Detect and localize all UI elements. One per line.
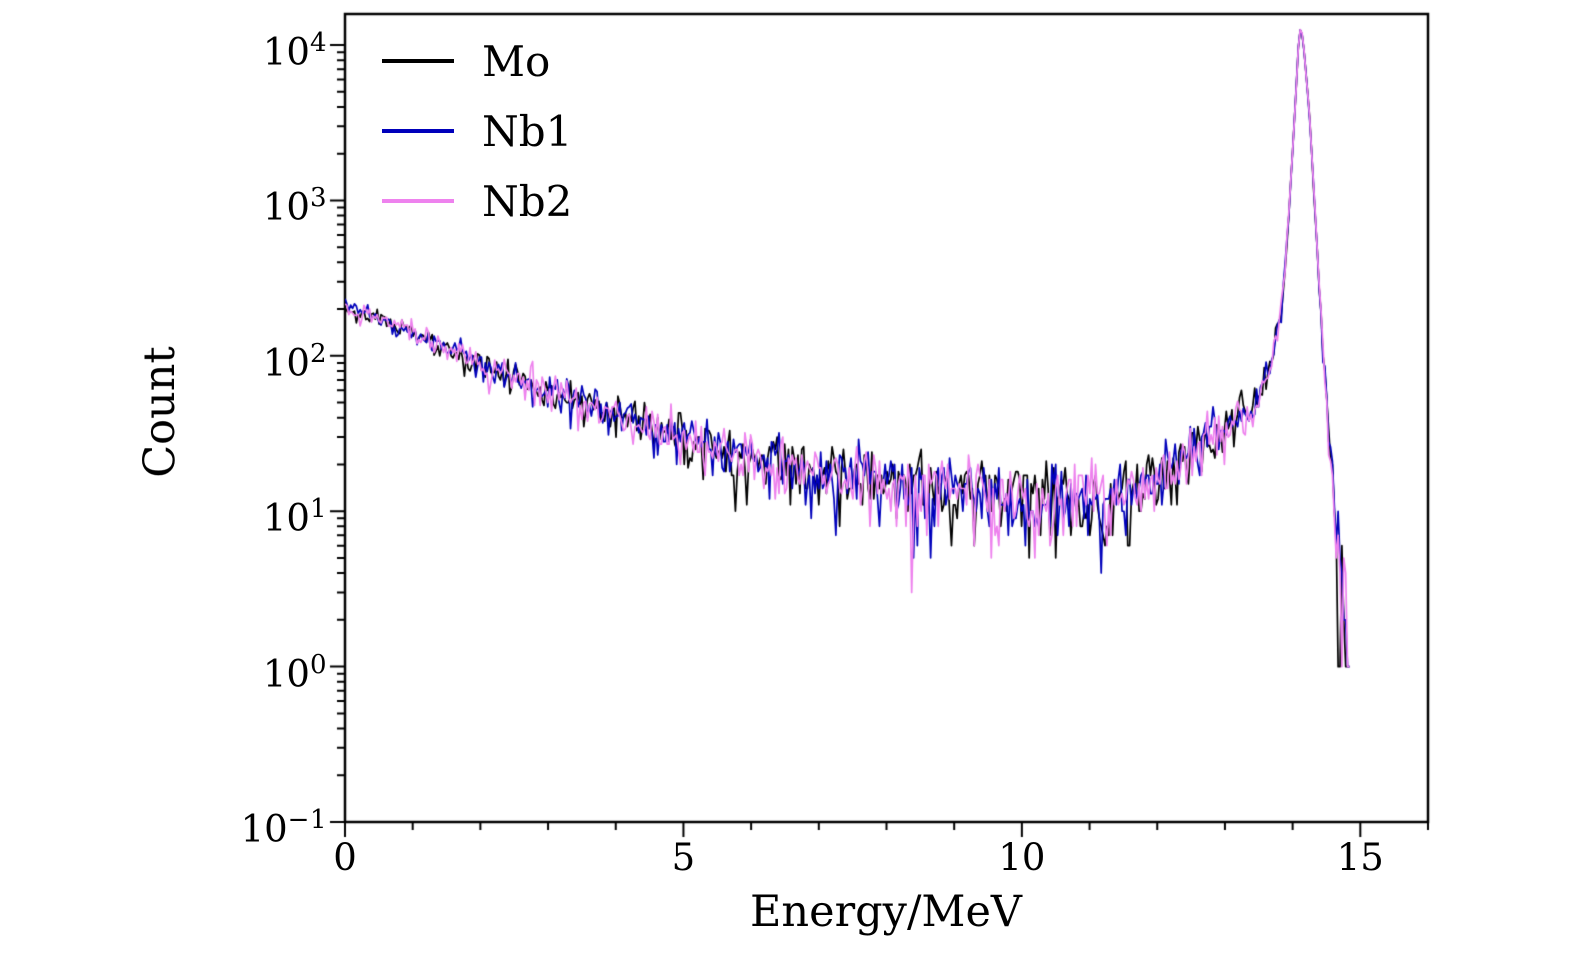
legend-label-mo: Mo [482, 36, 551, 86]
legend-item-mo: Mo [382, 26, 572, 96]
legend-label-nb1: Nb1 [482, 106, 573, 156]
legend-item-nb1: Nb1 [382, 96, 572, 166]
legend-line-swatch-mo [382, 59, 454, 63]
x-tick-label: 5 [671, 836, 696, 879]
x-axis-label: Energy/MeV [750, 887, 1022, 937]
legend-item-nb2: Nb2 [382, 166, 572, 236]
y-tick-label: 101 [262, 494, 327, 540]
x-tick-label: 0 [333, 836, 357, 879]
x-tick-label: 10 [998, 836, 1046, 879]
x-tick-label: 15 [1336, 836, 1384, 879]
y-tick-label: 10−1 [240, 805, 327, 851]
y-tick-label: 102 [262, 338, 327, 385]
y-tick-label: 103 [262, 183, 327, 229]
legend: Mo Nb1 Nb2 [382, 26, 572, 236]
legend-label-nb2: Nb2 [482, 176, 573, 226]
y-tick-label: 104 [262, 28, 327, 74]
legend-line-swatch-nb2 [382, 199, 454, 203]
y-tick-label: 100 [262, 649, 327, 695]
legend-line-swatch-nb1 [382, 129, 454, 133]
